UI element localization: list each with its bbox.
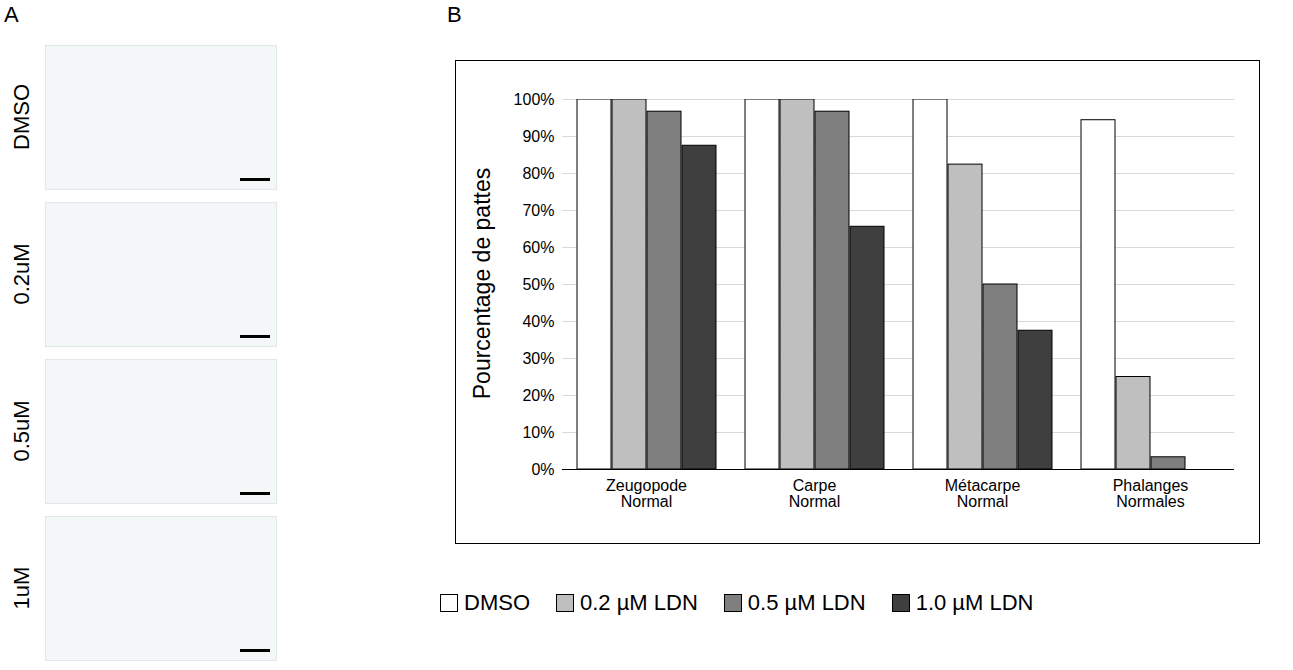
svg-text:70%: 70% (522, 202, 554, 219)
svg-text:100%: 100% (514, 91, 555, 108)
svg-text:30%: 30% (522, 350, 554, 367)
svg-text:10%: 10% (522, 424, 554, 441)
svg-text:60%: 60% (522, 239, 554, 256)
html-text:Pourcentage de pattes: Pourcentage de pattes (468, 167, 495, 400)
html-text:0.5uM: 0.5uM (9, 399, 34, 462)
html-text:DMSO: DMSO (9, 83, 34, 150)
html-text:DMSO: DMSO (464, 590, 530, 615)
svg-text:90%: 90% (522, 128, 554, 145)
svg-text:MétacarpeNormal: MétacarpeNormal (945, 477, 1021, 510)
svg-text:0%: 0% (531, 461, 554, 478)
html-text:0.2 µM LDN: 0.2 µM LDN (580, 590, 698, 615)
html-text:1.0 µM LDN: 1.0 µM LDN (915, 590, 1034, 615)
html-text:0.2uM: 0.2uM (9, 242, 34, 305)
svg-text:CarpeNormal: CarpeNormal (789, 477, 841, 510)
svg-text:50%: 50% (522, 276, 554, 293)
html-text:0.5 µM LDN: 0.5 µM LDN (747, 590, 866, 615)
html-text:1uM: 1uM (9, 566, 34, 609)
html-text:B: B (447, 2, 462, 27)
html-text:A: A (4, 2, 19, 27)
svg-text:80%: 80% (522, 165, 554, 182)
svg-text:PhalangesNormales: PhalangesNormales (1113, 477, 1189, 510)
svg-text:40%: 40% (522, 313, 554, 330)
svg-text:20%: 20% (522, 387, 554, 404)
svg-text:ZeugopodeNormal: ZeugopodeNormal (606, 477, 687, 510)
